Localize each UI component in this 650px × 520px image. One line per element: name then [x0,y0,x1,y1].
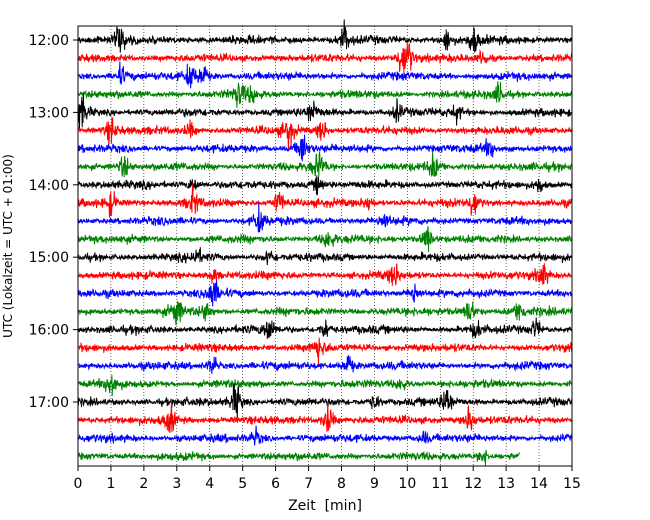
y-tick-label: 15:00 [29,250,69,266]
y-axis: 12:00 13:00 14:00 15:00 16:00 17:00 [29,33,78,411]
trace-line [77,117,573,152]
x-tick-label: 7 [304,476,313,492]
x-tick-label: 15 [563,476,581,492]
trace-line [77,226,573,252]
trace-line [77,93,573,129]
x-tick-label: 8 [337,476,346,492]
trace-line [77,151,573,178]
trace-line [77,134,573,162]
trace-line [77,337,573,366]
trace-line [77,425,573,446]
trace-line [77,263,573,286]
trace-line [77,61,573,89]
trace-line [77,19,573,53]
plot-frame [77,25,573,467]
x-tick-label: 9 [370,476,379,492]
y-tick-label: 13:00 [29,105,69,121]
trace-line [77,280,573,307]
x-axis: 0 1 2 3 4 5 6 7 8 9 10 11 12 13 14 15 [74,466,581,492]
x-tick-label: 13 [497,476,515,492]
x-tick-label: 11 [431,476,449,492]
trace-line [77,301,573,326]
trace-line [77,183,573,218]
grid-lines [110,26,540,466]
y-tick-label: 14:00 [29,178,69,194]
trace-line [77,400,573,434]
x-tick-label: 1 [106,476,115,492]
trace-line [77,374,573,397]
trace-line [77,175,573,196]
x-tick-label: 5 [238,476,247,492]
y-tick-label: 17:00 [29,395,69,411]
y-axis-label: UTC (Lokalzeit = UTC + 01:00) [1,154,15,338]
x-axis-label: Zeit [min] [288,498,362,514]
x-tick-label: 6 [271,476,280,492]
trace-line [77,247,573,266]
trace-line [77,41,573,75]
y-tick-label: 16:00 [29,323,69,339]
trace-group [77,19,573,466]
x-tick-label: 10 [398,476,416,492]
trace-line [77,317,573,340]
x-tick-label: 12 [464,476,482,492]
x-tick-label: 3 [172,476,181,492]
trace-line [77,201,573,233]
x-tick-label: 0 [74,476,83,492]
trace-line [77,355,573,375]
trace-line [77,383,573,419]
y-tick-label: 12:00 [29,33,69,49]
x-tick-label: 2 [139,476,148,492]
x-tick-label: 14 [530,476,548,492]
x-tick-label: 4 [205,476,214,492]
trace-line [77,81,573,108]
trace-line [77,449,520,466]
